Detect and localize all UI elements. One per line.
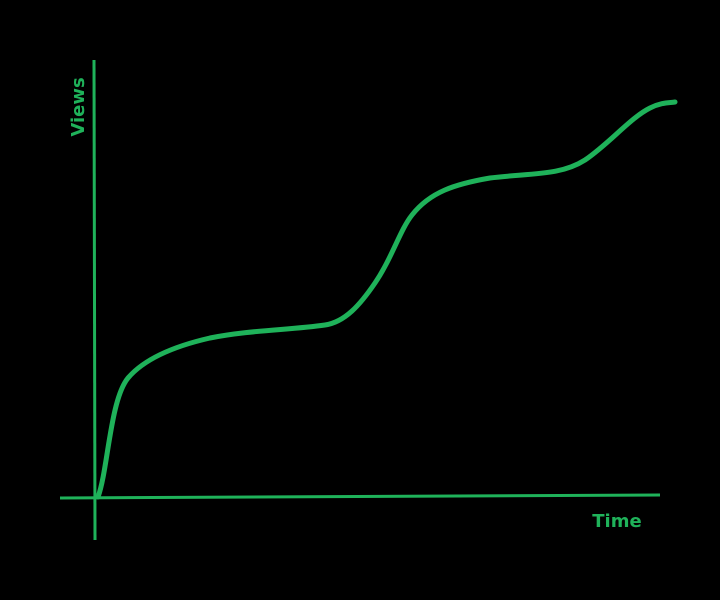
- x-axis: [59, 493, 661, 500]
- x-axis-label: Time: [592, 511, 641, 532]
- y-axis-label: Views: [68, 77, 89, 136]
- growth-curve: [95, 99, 678, 500]
- y-axis: [92, 59, 97, 541]
